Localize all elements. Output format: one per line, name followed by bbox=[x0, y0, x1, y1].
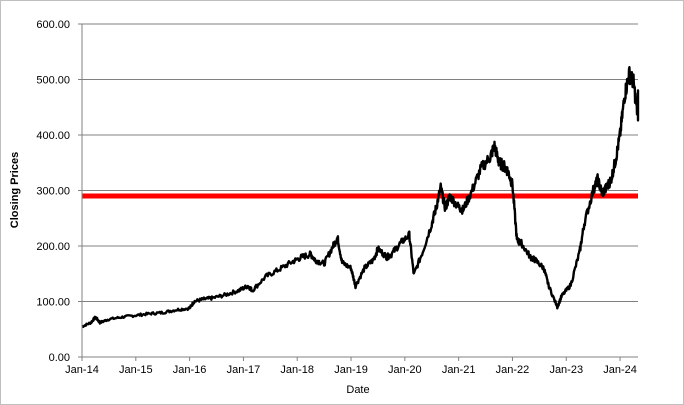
x-tick-label: Jan-24 bbox=[603, 364, 637, 376]
x-tick-label: Jan-20 bbox=[388, 364, 422, 376]
x-tick-label: Jan-17 bbox=[227, 364, 261, 376]
x-axis-ticks: Jan-14 Jan-15 Jan-16 Jan-17 Jan-18 Jan-19 Jan-… bbox=[65, 357, 637, 376]
x-tick-label: Jan-14 bbox=[65, 364, 99, 376]
y-tick-label: 400.00 bbox=[36, 130, 70, 142]
y-tick-label: 0.00 bbox=[49, 352, 70, 364]
x-tick-label: Jan-23 bbox=[549, 364, 583, 376]
y-axis-ticks: 0.00 100.00 200.00 300.00 400.00 500.00 600.00 bbox=[36, 19, 82, 364]
x-tick-label: Jan-21 bbox=[442, 364, 476, 376]
y-tick-label: 500.00 bbox=[36, 75, 70, 87]
x-axis-title: Date bbox=[346, 384, 369, 396]
y-tick-label: 300.00 bbox=[36, 186, 70, 198]
x-tick-label: Jan-15 bbox=[119, 364, 153, 376]
x-tick-label: Jan-18 bbox=[280, 364, 314, 376]
x-tick-label: Jan-19 bbox=[334, 364, 368, 376]
series-line bbox=[81, 66, 640, 328]
y-axis-title: Closing Prices bbox=[9, 152, 21, 228]
y-tick-label: 100.00 bbox=[36, 297, 70, 309]
y-tick-label: 600.00 bbox=[36, 19, 70, 31]
series-group bbox=[81, 66, 640, 328]
x-tick-label: Jan-16 bbox=[173, 364, 207, 376]
x-tick-label: Jan-22 bbox=[496, 364, 530, 376]
gridlines bbox=[82, 23, 638, 302]
axes bbox=[81, 24, 638, 358]
y-tick-label: 200.00 bbox=[36, 241, 70, 253]
